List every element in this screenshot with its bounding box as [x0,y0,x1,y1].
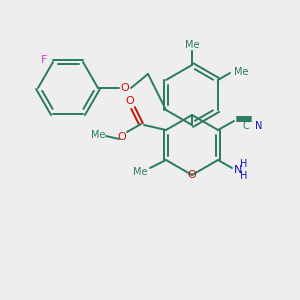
Text: H: H [240,159,248,169]
Text: N: N [255,121,263,131]
Text: Me: Me [133,167,147,177]
Text: O: O [188,170,196,180]
Text: O: O [126,96,134,106]
Text: Me: Me [185,40,199,50]
Text: O: O [118,132,126,142]
Text: C: C [243,121,249,131]
Text: F: F [41,55,47,65]
Text: H: H [240,171,248,181]
Text: Me: Me [234,67,248,77]
Text: N: N [234,165,242,175]
Text: Me: Me [91,130,105,140]
Text: O: O [121,83,129,93]
